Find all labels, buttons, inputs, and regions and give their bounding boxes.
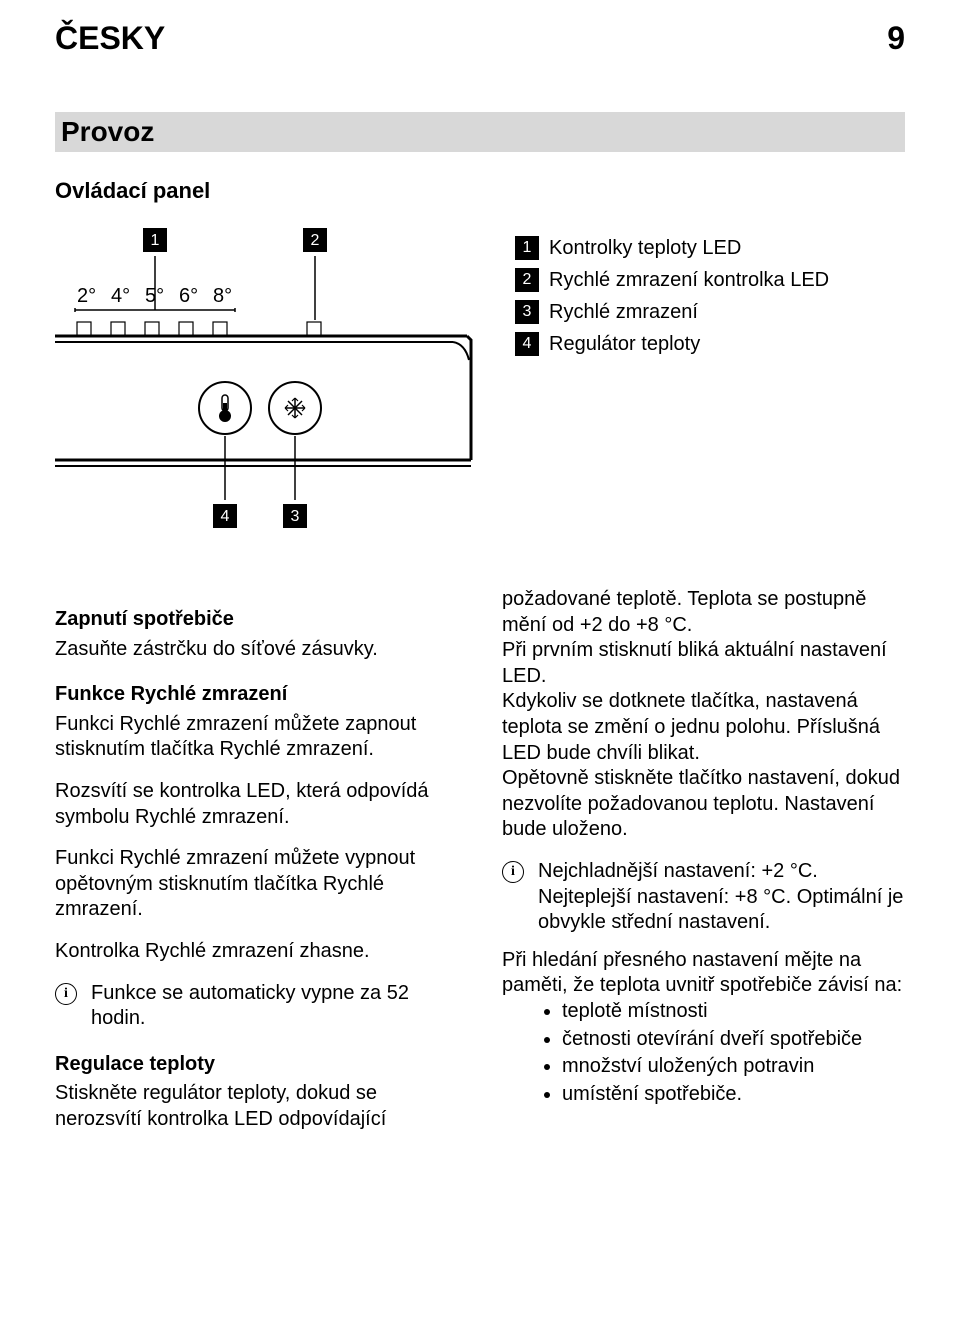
legend-num: 2: [515, 268, 539, 292]
body-columns: Zapnutí spotřebiče Zasuňte zástrčku do s…: [55, 587, 905, 1133]
info-icon: i: [55, 983, 77, 1005]
paragraph: Při prvním stisknutí bliká aktuální nast…: [502, 638, 905, 689]
info-text: Nejchladnější nastavení: +2 °C. Nejteple…: [538, 859, 905, 936]
left-column: Zapnutí spotřebiče Zasuňte zástrčku do s…: [55, 587, 458, 1133]
svg-text:8°: 8°: [213, 285, 232, 307]
list-item: četnosti otevírání dveří spotřebiče: [562, 1027, 905, 1053]
paragraph: Funkci Rychlé zmrazení můžete vypnout op…: [55, 846, 458, 923]
control-panel-diagram: 1 2 2° 4° 5° 6° 8°: [55, 228, 475, 543]
svg-text:3: 3: [291, 508, 300, 525]
list-item: teplotě místnosti: [562, 999, 905, 1025]
legend-num: 4: [515, 332, 539, 356]
legend-text: Regulátor teploty: [549, 333, 700, 356]
heading: Funkce Rychlé zmrazení: [55, 682, 458, 708]
svg-text:4: 4: [221, 508, 230, 525]
paragraph: Kontrolka Rychlé zmrazení zhasne.: [55, 939, 458, 965]
legend-item: 2 Rychlé zmrazení kontrolka LED: [515, 268, 905, 292]
legend-item: 4 Regulátor teploty: [515, 332, 905, 356]
svg-text:1: 1: [151, 232, 160, 249]
legend-text: Rychlé zmrazení: [549, 301, 698, 324]
legend-num: 1: [515, 236, 539, 260]
legend-item: 3 Rychlé zmrazení: [515, 300, 905, 324]
info-note: i Nejchladnější nastavení: +2 °C. Nejtep…: [502, 859, 905, 936]
heading: Regulace teploty: [55, 1052, 458, 1078]
paragraph: požadované teplotě. Teplota se postupně …: [502, 587, 905, 638]
legend-num: 3: [515, 300, 539, 324]
paragraph: Opětovně stiskněte tlačítko nastavení, d…: [502, 766, 905, 843]
svg-text:4°: 4°: [111, 285, 130, 307]
svg-text:2: 2: [311, 232, 320, 249]
heading: Zapnutí spotřebiče: [55, 607, 458, 633]
legend-text: Rychlé zmrazení kontrolka LED: [549, 269, 829, 292]
paragraph: Kdykoliv se dotknete tlačítka, nastavená…: [502, 689, 905, 766]
paragraph: Stiskněte regulátor teploty, dokud se ne…: [55, 1081, 458, 1132]
info-note: i Funkce se automaticky vypne za 52 hodi…: [55, 981, 458, 1032]
panel-area: 1 2 2° 4° 5° 6° 8°: [55, 228, 905, 543]
page-number: 9: [887, 20, 905, 57]
paragraph: Zasuňte zástrčku do síťové zásuvky.: [55, 637, 458, 663]
info-icon: i: [502, 861, 524, 883]
paragraph: Při hledání přesného nastavení mějte na …: [502, 948, 905, 999]
list-item: množství uložených potravin: [562, 1054, 905, 1080]
language-label: ČESKY: [55, 20, 165, 57]
svg-text:2°: 2°: [77, 285, 96, 307]
page-header: ČESKY 9: [55, 20, 905, 57]
paragraph: Funkci Rychlé zmrazení můžete zapnout st…: [55, 712, 458, 763]
legend-item: 1 Kontrolky teploty LED: [515, 236, 905, 260]
subheading: Ovládací panel: [55, 178, 905, 204]
bullet-list: teplotě místnosti četnosti otevírání dve…: [502, 999, 905, 1107]
svg-text:6°: 6°: [179, 285, 198, 307]
list-item: umístění spotřebiče.: [562, 1082, 905, 1108]
paragraph: Rozsvítí se kontrolka LED, která odpovíd…: [55, 779, 458, 830]
legend: 1 Kontrolky teploty LED 2 Rychlé zmrazen…: [515, 228, 905, 543]
legend-text: Kontrolky teploty LED: [549, 237, 741, 260]
section-title: Provoz: [55, 112, 905, 152]
info-text: Funkce se automaticky vypne za 52 hodin.: [91, 981, 458, 1032]
right-column: požadované teplotě. Teplota se postupně …: [502, 587, 905, 1133]
